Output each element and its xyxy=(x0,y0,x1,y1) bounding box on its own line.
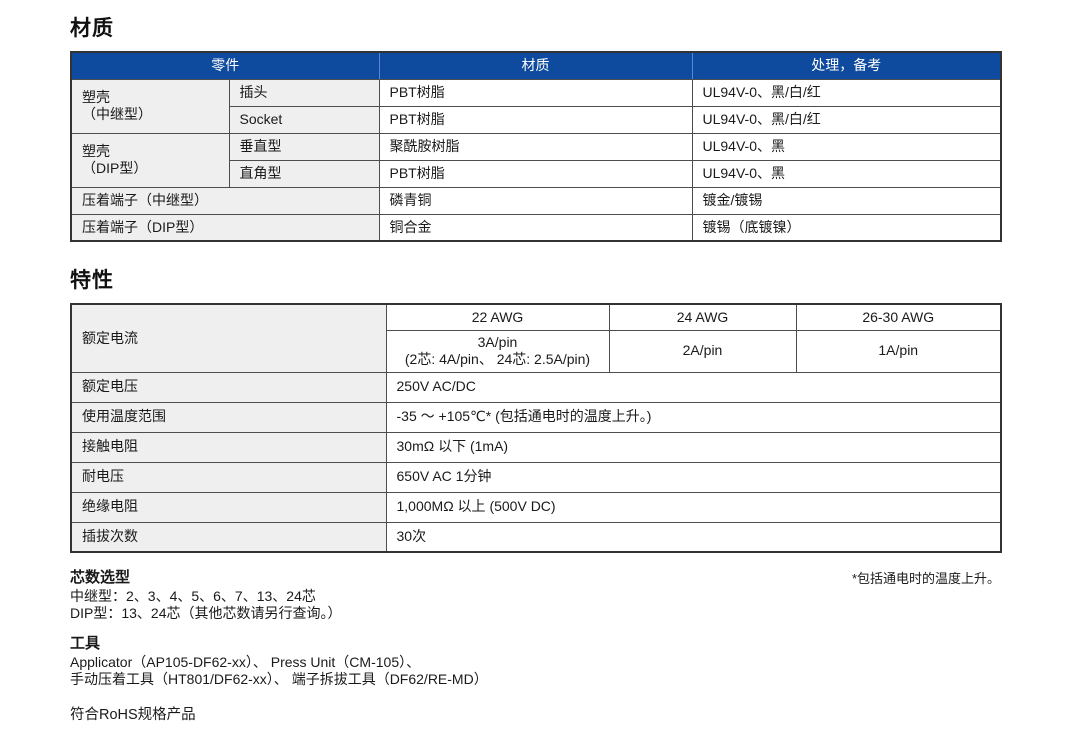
cell-withstand-voltage-value: 650V AC 1分钟 xyxy=(385,461,1002,493)
char-row-awg: 额定电流 22 AWG 24 AWG 26-30 AWG xyxy=(70,303,1002,373)
char-row-apin: 3A/pin (2芯: 4A/pin、 24芯: 2.5A/pin) 2A/pi… xyxy=(71,329,1002,373)
material-section-title: 材质 xyxy=(70,17,114,40)
material-header-finish: 处理，备考 xyxy=(691,52,1001,80)
char-row-insulation-resistance: 绝缘电阻 1,000MΩ 以上 (500V DC) xyxy=(70,491,1002,523)
material-row-plug: 塑壳 （中继型） 插头 PBT树脂 UL94V-0、黑/白/红 xyxy=(70,78,1002,134)
tools-line-2: 手动压着工具（HT801/DF62-xx）、 端子拆拔工具（DF62/RE-MD… xyxy=(70,671,488,687)
cell-temperature-label: 使用温度范围 xyxy=(70,401,387,433)
cell-right-angle-finish: UL94V-0、黑 xyxy=(691,159,1002,188)
cell-right-angle-part: 直角型 xyxy=(228,159,380,188)
datasheet-page: 材质 零件 材质 处理，备考 塑壳 （中继型） 插头 PBT树脂 UL94V-0… xyxy=(70,12,1002,739)
cell-group-dip-shell: 塑壳 （DIP型） xyxy=(70,132,230,188)
cell-socket-part: Socket xyxy=(228,105,380,134)
cell-crimp-relay-material: 磷青铜 xyxy=(378,186,693,215)
rohs-compliance-note: 符合RoHS规格产品 xyxy=(70,707,196,723)
cell-vertical-material: 聚酰胺树脂 xyxy=(378,132,693,161)
cell-current22: 3A/pin (2芯: 4A/pin、 24芯: 2.5A/pin) xyxy=(385,329,610,373)
cell-contact-resistance-label: 接触电阻 xyxy=(70,431,387,463)
core-selection-title: 芯数选型 xyxy=(70,569,131,586)
cell-socket-finish: UL94V-0、黑/白/红 xyxy=(691,105,1002,134)
material-row-crimp-dip: 压着端子（DIP型） 铜合金 镀锡（底镀镍） xyxy=(70,213,1002,242)
cell-temperature-value: -35 ～ +105℃* (包括通电时的温度上升。) xyxy=(385,401,1002,433)
cell-vertical-finish: UL94V-0、黑 xyxy=(691,132,1002,161)
cell-awg2630: 26-30 AWG xyxy=(795,303,1002,331)
cell-insulation-resistance-value: 1,000MΩ 以上 (500V DC) xyxy=(385,491,1002,523)
char-row-temperature: 使用温度范围 -35 ～ +105℃* (包括通电时的温度上升。) xyxy=(70,401,1002,433)
cell-insulation-resistance-label: 绝缘电阻 xyxy=(70,491,387,523)
cell-voltage-value: 250V AC/DC xyxy=(385,371,1002,403)
cell-vertical-part: 垂直型 xyxy=(228,132,380,161)
material-header-part: 零件 xyxy=(71,52,379,80)
material-row-vertical: 塑壳 （DIP型） 垂直型 聚酰胺树脂 UL94V-0、黑 xyxy=(70,132,1002,188)
cell-current2630: 1A/pin xyxy=(795,329,1002,373)
cell-mating-cycles-value: 30次 xyxy=(385,521,1002,553)
characteristics-table: 额定电流 22 AWG 24 AWG 26-30 AWG 3A/pin (2芯:… xyxy=(70,303,1002,553)
tools-line-1: Applicator（AP105-DF62-xx）、 Press Unit（CM… xyxy=(70,654,421,670)
cell-group-relay-shell: 塑壳 （中继型） xyxy=(70,78,230,134)
cell-plug-finish: UL94V-0、黑/白/红 xyxy=(691,78,1002,107)
core-selection-relay-line: 中继型：2、3、4、5、6、7、13、24芯 xyxy=(70,588,316,604)
cell-plug-material: PBT树脂 xyxy=(378,78,693,107)
material-row-crimp-relay: 压着端子（中继型） 磷青铜 镀金/镀锡 xyxy=(70,186,1002,215)
char-row-voltage: 额定电压 250V AC/DC xyxy=(70,371,1002,403)
char-row-mating-cycles: 插拔次数 30次 xyxy=(70,521,1002,553)
cell-awg24: 24 AWG xyxy=(608,303,797,331)
cell-crimp-dip-part: 压着端子（DIP型） xyxy=(70,213,380,242)
material-row-socket: Socket PBT树脂 UL94V-0、黑/白/红 xyxy=(71,105,1002,134)
temperature-footnote: *包括通电时的温度上升。 xyxy=(851,571,1000,586)
cell-voltage-label: 额定电压 xyxy=(70,371,387,403)
material-header-material: 材质 xyxy=(378,52,692,80)
material-table: 零件 材质 处理，备考 塑壳 （中继型） 插头 PBT树脂 UL94V-0、黑/… xyxy=(70,51,1002,242)
material-row-right-angle: 直角型 PBT树脂 UL94V-0、黑 xyxy=(71,159,1002,188)
below-tables-row: 芯数选型 中继型：2、3、4、5、6、7、13、24芯 DIP型：13、24芯（… xyxy=(70,566,1000,622)
cell-plug-part: 插头 xyxy=(228,78,380,107)
cell-crimp-relay-finish: 镀金/镀锡 xyxy=(691,186,1002,215)
cell-crimp-relay-part: 压着端子（中继型） xyxy=(70,186,380,215)
cell-crimp-dip-finish: 镀锡（底镀镍） xyxy=(691,213,1002,242)
cell-contact-resistance-value: 30mΩ 以下 (1mA) xyxy=(385,431,1002,463)
cell-socket-material: PBT树脂 xyxy=(378,105,693,134)
cell-withstand-voltage-label: 耐电压 xyxy=(70,461,387,493)
characteristics-section-title: 特性 xyxy=(70,269,114,292)
char-row-withstand-voltage: 耐电压 650V AC 1分钟 xyxy=(70,461,1002,493)
cell-awg22: 22 AWG xyxy=(385,303,610,331)
cell-rated-current-label: 额定电流 xyxy=(70,303,387,373)
material-header-row: 零件 材质 处理，备考 xyxy=(71,52,1001,80)
cell-crimp-dip-material: 铜合金 xyxy=(378,213,693,242)
cell-mating-cycles-label: 插拔次数 xyxy=(70,521,387,553)
tools-title: 工具 xyxy=(70,635,101,652)
cell-current24: 2A/pin xyxy=(608,329,797,373)
core-selection-dip-line: DIP型：13、24芯（其他芯数请另行查询。） xyxy=(70,605,342,621)
tools-block: 工具 Applicator（AP105-DF62-xx）、 Press Unit… xyxy=(70,632,1000,688)
char-row-contact-resistance: 接触电阻 30mΩ 以下 (1mA) xyxy=(70,431,1002,463)
core-selection-block: 芯数选型 中继型：2、3、4、5、6、7、13、24芯 DIP型：13、24芯（… xyxy=(70,566,341,622)
cell-right-angle-material: PBT树脂 xyxy=(378,159,693,188)
